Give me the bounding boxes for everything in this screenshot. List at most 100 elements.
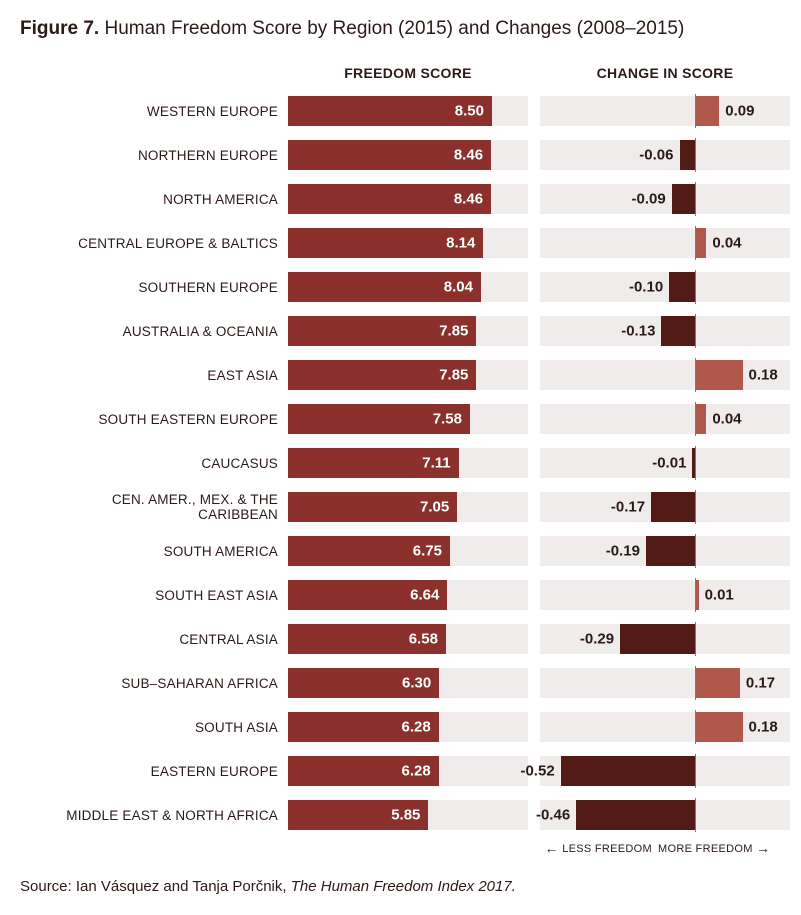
- change-value: 0.18: [749, 367, 778, 384]
- change-cell: 0.09: [540, 92, 790, 130]
- region-label: CAUCASUS: [30, 444, 288, 482]
- chart-row: AUSTRALIA & OCEANIA7.85-0.13: [30, 312, 780, 350]
- more-freedom-label: MORE FREEDOM: [658, 843, 753, 855]
- region-label: SOUTH EASTERN EUROPE: [30, 400, 288, 438]
- change-cell: 0.17: [540, 664, 790, 702]
- change-cell: 0.18: [540, 356, 790, 394]
- region-label: SOUTHERN EUROPE: [30, 268, 288, 306]
- change-cell: -0.10: [540, 268, 790, 306]
- change-cell: -0.19: [540, 532, 790, 570]
- score-value: 8.14: [446, 235, 475, 252]
- region-label: MIDDLE EAST & NORTH AFRICA: [30, 796, 288, 834]
- change-bar: [696, 580, 699, 610]
- zero-axis: [695, 182, 696, 216]
- score-cell: 6.58: [288, 620, 528, 658]
- zero-axis: [695, 446, 696, 480]
- score-value: 5.85: [391, 807, 420, 824]
- change-value: -0.29: [580, 631, 614, 648]
- chart-row: CENTRAL EUROPE & BALTICS8.140.04: [30, 224, 780, 262]
- score-cell: 6.30: [288, 664, 528, 702]
- region-label: AUSTRALIA & OCEANIA: [30, 312, 288, 350]
- zero-axis: [695, 314, 696, 348]
- change-bar: [692, 448, 695, 478]
- score-value: 7.85: [439, 323, 468, 340]
- zero-axis: [695, 622, 696, 656]
- header-change: CHANGE IN SCORE: [540, 65, 790, 81]
- chart-row: CENTRAL ASIA6.58 -0.29: [30, 620, 780, 658]
- region-label: CENTRAL EUROPE & BALTICS: [30, 224, 288, 262]
- score-value: 6.28: [402, 763, 431, 780]
- score-cell: 7.05: [288, 488, 528, 526]
- change-value: -0.17: [611, 499, 645, 516]
- region-label: SOUTH ASIA: [30, 708, 288, 746]
- score-cell: 7.11: [288, 444, 528, 482]
- score-value: 6.28: [402, 719, 431, 736]
- chart-area: FREEDOM SCORE CHANGE IN SCORE WESTERN EU…: [30, 60, 780, 834]
- chart-row: SOUTH ASIA 6.28 0.18: [30, 708, 780, 746]
- change-value: -0.09: [632, 191, 666, 208]
- change-value: 0.18: [749, 719, 778, 736]
- change-bar: [672, 184, 695, 214]
- change-bar: [696, 360, 743, 390]
- figure-title: Figure 7. Human Freedom Score by Region …: [20, 18, 781, 40]
- figure-number: Figure 7.: [20, 18, 99, 39]
- change-bar: [620, 624, 695, 654]
- region-label: NORTHERN EUROPE: [30, 136, 288, 174]
- change-value: -0.06: [639, 147, 673, 164]
- change-value: 0.04: [712, 411, 741, 428]
- less-freedom-label: LESS FREEDOM: [562, 843, 652, 855]
- change-bar: [696, 96, 719, 126]
- region-label: CEN. AMER., MEX. & THE CARIBBEAN: [30, 488, 288, 526]
- chart-row: SOUTH AMERICA6.75-0.19: [30, 532, 780, 570]
- change-bar: [696, 668, 740, 698]
- change-cell: -0.06: [540, 136, 790, 174]
- score-value: 8.46: [454, 191, 483, 208]
- region-label: CENTRAL ASIA: [30, 620, 288, 658]
- change-cell: 0.01: [540, 576, 790, 614]
- change-bar: [680, 140, 696, 170]
- zero-axis: [695, 490, 696, 524]
- column-headers: FREEDOM SCORE CHANGE IN SCORE: [30, 60, 780, 86]
- score-value: 8.04: [444, 279, 473, 296]
- score-value: 6.64: [410, 587, 439, 604]
- chart-row: CEN. AMER., MEX. & THE CARIBBEAN7.05 -0.1…: [30, 488, 780, 526]
- change-bar: [651, 492, 695, 522]
- region-label: WESTERN EUROPE: [30, 92, 288, 130]
- chart-row: SUB–SAHARAN AFRICA6.300.17: [30, 664, 780, 702]
- region-label: SOUTH AMERICA: [30, 532, 288, 570]
- change-value: -0.01: [652, 455, 686, 472]
- change-cell: -0.13: [540, 312, 790, 350]
- figure-caption: Human Freedom Score by Region (2015) and…: [99, 18, 684, 39]
- zero-axis: [695, 138, 696, 172]
- change-cell: 0.18: [540, 708, 790, 746]
- region-label: NORTH AMERICA: [30, 180, 288, 218]
- chart-row: SOUTH EASTERN EUROPE7.58 0.04: [30, 400, 780, 438]
- score-cell: 7.85: [288, 356, 528, 394]
- score-value: 7.11: [422, 455, 450, 472]
- chart-row: NORTHERN EUROPE 8.46 -0.06: [30, 136, 780, 174]
- region-label: SOUTH EAST ASIA: [30, 576, 288, 614]
- score-cell: 8.50: [288, 92, 528, 130]
- source-citation: The Human Freedom Index 2017.: [291, 878, 516, 895]
- score-value: 8.46: [454, 147, 483, 164]
- score-cell: 6.28: [288, 752, 528, 790]
- score-cell: 6.28: [288, 708, 528, 746]
- change-cell: -0.29: [540, 620, 790, 658]
- change-bar: [696, 712, 743, 742]
- change-cell: -0.46: [540, 796, 790, 834]
- zero-axis: [695, 754, 696, 788]
- zero-axis: [695, 534, 696, 568]
- score-cell: 6.75: [288, 532, 528, 570]
- score-cell: 7.58: [288, 400, 528, 438]
- change-cell: -0.52: [540, 752, 790, 790]
- axis-direction-labels: ← LESS FREEDOM MORE FREEDOM →: [30, 840, 780, 856]
- chart-row: MIDDLE EAST & NORTH AFRICA5.85-0.46: [30, 796, 780, 834]
- score-value: 8.50: [455, 103, 484, 120]
- region-label: EAST ASIA: [30, 356, 288, 394]
- chart-row: WESTERN EUROPE8.500.09: [30, 92, 780, 130]
- source-text: Source: Ian Vásquez and Tanja Porčnik,: [20, 878, 291, 895]
- score-value: 7.85: [439, 367, 468, 384]
- change-cell: 0.04: [540, 224, 790, 262]
- score-cell: 5.85: [288, 796, 528, 834]
- chart-row: EAST ASIA 7.85 0.18: [30, 356, 780, 394]
